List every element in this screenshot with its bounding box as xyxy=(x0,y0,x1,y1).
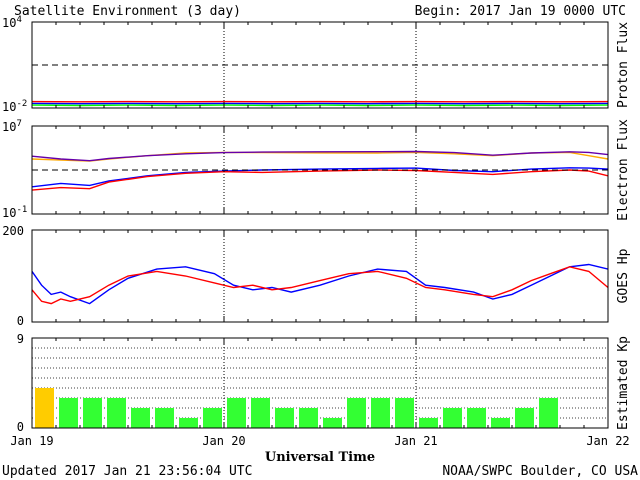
panel-4: 9 0 Estimated Kp xyxy=(17,332,631,434)
kp-bar xyxy=(515,408,534,428)
y-tick-exp: -1 xyxy=(16,205,27,215)
x-tick-labels: Jan 19 Jan 20 Jan 21 Jan 22 xyxy=(10,434,629,448)
series-line-2 xyxy=(32,150,608,162)
series-line-2 xyxy=(32,266,608,305)
panel-contents xyxy=(32,230,608,322)
kp-bar xyxy=(227,398,246,428)
credit-label: NOAA/SWPC Boulder, CO USA xyxy=(442,464,638,479)
chart-title: Satellite Environment (3 day) xyxy=(14,4,241,19)
kp-bar xyxy=(371,398,390,428)
panel-3: 200 0 GOES Hp xyxy=(2,224,631,328)
kp-bar xyxy=(467,408,486,428)
kp-bar xyxy=(323,418,342,428)
x-axis-label: Universal Time xyxy=(265,450,375,465)
y-tick-label: 200 xyxy=(2,224,24,238)
y-axis-label: Proton Flux xyxy=(616,22,631,108)
kp-bar xyxy=(107,398,126,428)
panel-frame xyxy=(31,21,609,109)
y-tick-exp: 7 xyxy=(16,119,21,129)
y-tick-base: 10 xyxy=(2,120,16,134)
kp-bar xyxy=(299,408,318,428)
series-line-4 xyxy=(32,169,608,191)
panel-contents xyxy=(32,338,608,428)
y-tick-base: 10 xyxy=(2,100,16,114)
y-tick-label: 0 xyxy=(17,420,24,434)
y-tick-base: 10 xyxy=(2,16,16,30)
kp-bar xyxy=(443,408,462,428)
kp-bar xyxy=(347,398,366,428)
y-axis-label: GOES Hp xyxy=(616,248,631,303)
panel-frame xyxy=(31,229,609,323)
y-tick-exp: -2 xyxy=(16,99,27,109)
kp-bar xyxy=(59,398,78,428)
kp-bar xyxy=(251,398,270,428)
kp-bar xyxy=(395,398,414,428)
kp-bar xyxy=(491,418,510,428)
begin-time: Begin: 2017 Jan 19 0000 UTC xyxy=(415,4,626,19)
kp-bar xyxy=(179,418,198,428)
kp-bar xyxy=(275,408,294,428)
panel-contents xyxy=(32,22,608,108)
x-tick-label: Jan 22 xyxy=(586,434,629,448)
y-tick-label: 0 xyxy=(17,314,24,328)
kp-bar xyxy=(155,408,174,428)
y-tick-base: 10 xyxy=(2,206,16,220)
panel-contents xyxy=(32,126,608,214)
updated-timestamp: Updated 2017 Jan 21 23:56:04 UTC xyxy=(2,464,252,479)
kp-bar xyxy=(131,408,150,428)
y-tick-label: 10-2 xyxy=(2,99,27,114)
kp-bar xyxy=(203,408,222,428)
y-tick-label: 107 xyxy=(2,119,22,134)
series-line-3 xyxy=(32,167,608,188)
x-tick-label: Jan 21 xyxy=(394,434,437,448)
y-tick-label: 9 xyxy=(17,332,24,346)
y-tick-label: 104 xyxy=(2,15,22,30)
y-tick-exp: 4 xyxy=(16,15,21,25)
y-axis-label: Electron Flux xyxy=(616,119,631,221)
kp-bar xyxy=(83,398,102,428)
x-tick-label: Jan 20 xyxy=(202,434,245,448)
kp-bar xyxy=(539,398,558,428)
kp-bar xyxy=(419,418,438,428)
x-tick-label: Jan 19 xyxy=(10,434,53,448)
y-tick-label: 10-1 xyxy=(2,205,27,220)
series-line-1 xyxy=(32,263,608,305)
y-axis-label: Estimated Kp xyxy=(616,336,631,430)
kp-bar xyxy=(35,388,54,428)
